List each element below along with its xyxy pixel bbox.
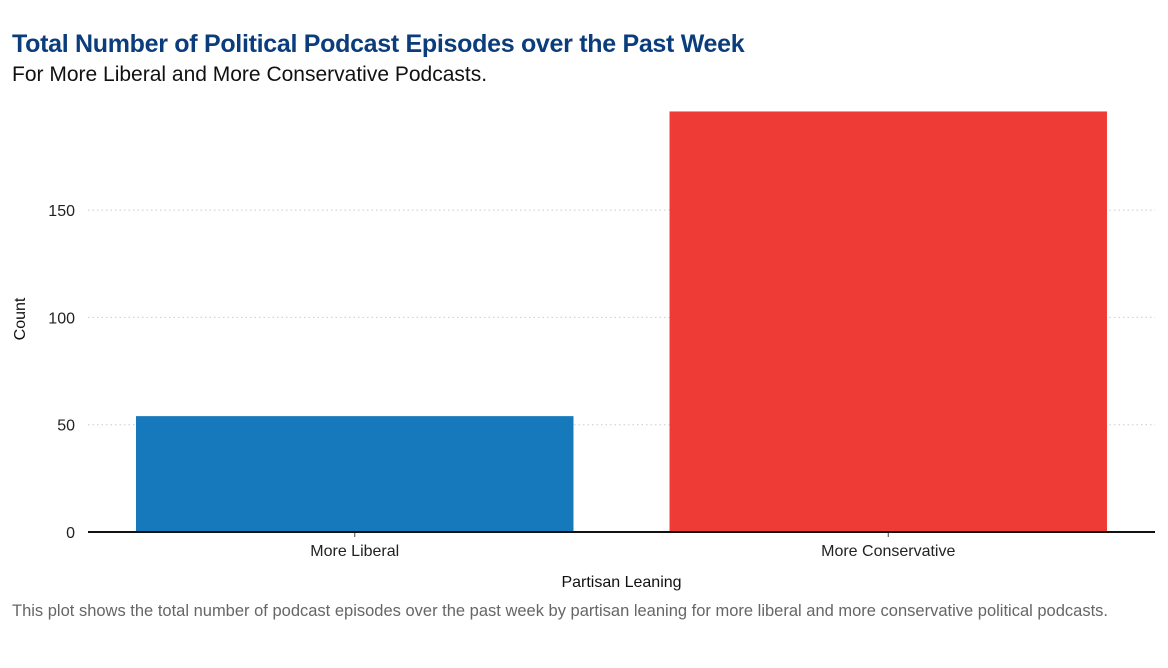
chart-caption: This plot shows the total number of podc… bbox=[12, 602, 1109, 620]
x-tick-label: More Conservative bbox=[821, 543, 955, 560]
y-tick-label: 150 bbox=[48, 203, 75, 220]
y-tick-label: 100 bbox=[48, 310, 75, 327]
y-axis-label: Count bbox=[12, 297, 29, 340]
y-tick-label: 50 bbox=[57, 418, 75, 435]
bar-more-conservative bbox=[669, 111, 1107, 533]
x-axis-label: Partisan Leaning bbox=[561, 574, 681, 591]
x-tick-label: More Liberal bbox=[310, 543, 399, 560]
chart-subtitle: For More Liberal and More Conservative P… bbox=[12, 63, 488, 86]
chart-title: Total Number of Political Podcast Episod… bbox=[12, 30, 745, 58]
bar-more-liberal bbox=[136, 416, 574, 532]
y-tick-label: 0 bbox=[66, 525, 75, 542]
